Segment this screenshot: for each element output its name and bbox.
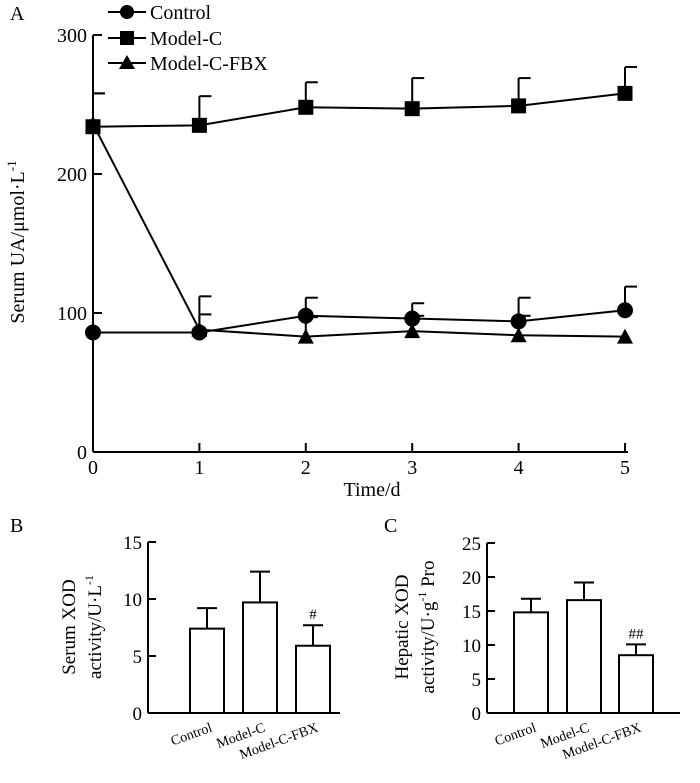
y-tick-label: 0 bbox=[133, 704, 143, 725]
bar-model-c-fbx bbox=[295, 644, 331, 714]
y-tick-label: 200 bbox=[57, 164, 87, 186]
legend-label-control: Control bbox=[150, 2, 212, 24]
series-line-model-c bbox=[92, 92, 626, 128]
data-point-model-c bbox=[511, 98, 527, 114]
panel-c-bars: Control Model-C##Model-C-FBX bbox=[493, 581, 654, 763]
panel-b-ticks: 0 5 10 15 bbox=[123, 533, 156, 725]
panel-c-ticks: 0 5 10 15 20 25 bbox=[462, 534, 495, 725]
data-point-control bbox=[297, 307, 314, 324]
data-point-model-c bbox=[191, 117, 207, 133]
x-tick-label: 2 bbox=[301, 457, 311, 479]
y-tick-label: 0 bbox=[472, 704, 482, 725]
x-tick-label: 3 bbox=[407, 457, 417, 479]
series-line-control bbox=[93, 309, 626, 334]
x-tick-label: Control bbox=[169, 721, 214, 750]
data-point-model-c-fbx bbox=[404, 323, 421, 339]
y-tick-label: 25 bbox=[462, 534, 481, 555]
y-tick-label: 15 bbox=[123, 533, 142, 554]
data-point-control bbox=[85, 324, 101, 341]
data-point-model-c-fbx bbox=[297, 328, 314, 344]
panel-a-ticks: 0 100 200 300 0 1 2 3 4 5 bbox=[57, 25, 630, 479]
y-tick-label: 20 bbox=[462, 568, 481, 589]
panel-b-y-label-line2: activity/U·L-1 bbox=[82, 575, 106, 679]
data-point-model-c bbox=[404, 101, 420, 117]
y-tick-label: 0 bbox=[77, 442, 87, 464]
panel-c: C 0 5 10 15 20 25 Control Model-C##Model-C-FBX… bbox=[384, 515, 680, 763]
y-tick-label: 5 bbox=[133, 647, 143, 668]
bar-model-c bbox=[242, 601, 278, 714]
panel-a-y-label: Serum UA/μmol·L-1 bbox=[4, 160, 29, 323]
panel-c-y-label-line2: activity/U·g-1 Pro bbox=[415, 561, 439, 694]
data-point-model-c bbox=[298, 99, 314, 115]
x-tick-label: Control bbox=[493, 721, 538, 750]
data-point-model-c-fbx bbox=[510, 327, 527, 343]
data-point-model-c bbox=[85, 119, 101, 135]
x-tick-label: 4 bbox=[514, 457, 524, 479]
panel-c-y-label-line1: Hepatic XOD bbox=[392, 575, 413, 680]
y-tick-label: 10 bbox=[123, 590, 142, 611]
data-point-control bbox=[404, 310, 421, 327]
bar-control bbox=[189, 627, 225, 715]
panel-b-letter: B bbox=[10, 515, 23, 537]
panel-b-y-label-line1: Serum XOD bbox=[59, 579, 80, 675]
series-line-model-c-fbx bbox=[92, 123, 626, 338]
data-point-model-c-fbx bbox=[617, 328, 633, 344]
panel-a-letter: A bbox=[10, 3, 25, 25]
panel-b: B 0 5 10 15 Control Model-C#Model-C-FBX Seru… bbox=[10, 515, 340, 763]
data-point-model-c bbox=[617, 85, 633, 101]
significance-mark: # bbox=[309, 607, 317, 623]
data-point-control bbox=[510, 313, 527, 330]
legend-marker-triangle bbox=[119, 55, 135, 69]
panel-a-x-label: Time/d bbox=[343, 479, 400, 501]
y-tick-label: 100 bbox=[57, 303, 87, 325]
bar-control bbox=[513, 611, 549, 714]
significance-mark: ## bbox=[629, 626, 645, 642]
x-tick-label: 1 bbox=[194, 457, 204, 479]
bar-model-c bbox=[566, 599, 602, 714]
y-tick-label: 300 bbox=[57, 25, 87, 47]
legend-marker-circle bbox=[120, 5, 134, 19]
y-tick-label: 15 bbox=[462, 602, 481, 623]
x-tick-label: 0 bbox=[88, 457, 98, 479]
x-tick-label: 5 bbox=[620, 457, 630, 479]
panel-a: A 0 100 200 300 0 1 2 3 4 5 Serum UA/μmol·L-1 Tim… bbox=[4, 2, 637, 501]
legend-marker-square bbox=[120, 31, 134, 45]
legend-label-model-c-fbx: Model-C-FBX bbox=[150, 53, 268, 75]
legend-label-model-c: Model-C bbox=[150, 28, 222, 50]
panel-c-letter: C bbox=[384, 515, 397, 537]
y-tick-label: 5 bbox=[472, 670, 482, 691]
panel-a-series bbox=[85, 65, 637, 344]
panel-a-legend: Control Model-C Model-C-FBX bbox=[108, 2, 268, 75]
panel-b-bars: Control Model-C#Model-C-FBX bbox=[169, 570, 331, 763]
data-point-control bbox=[617, 302, 633, 319]
y-tick-label: 10 bbox=[462, 636, 481, 657]
data-point-control bbox=[191, 324, 208, 341]
bar-model-c-fbx bbox=[618, 654, 654, 715]
